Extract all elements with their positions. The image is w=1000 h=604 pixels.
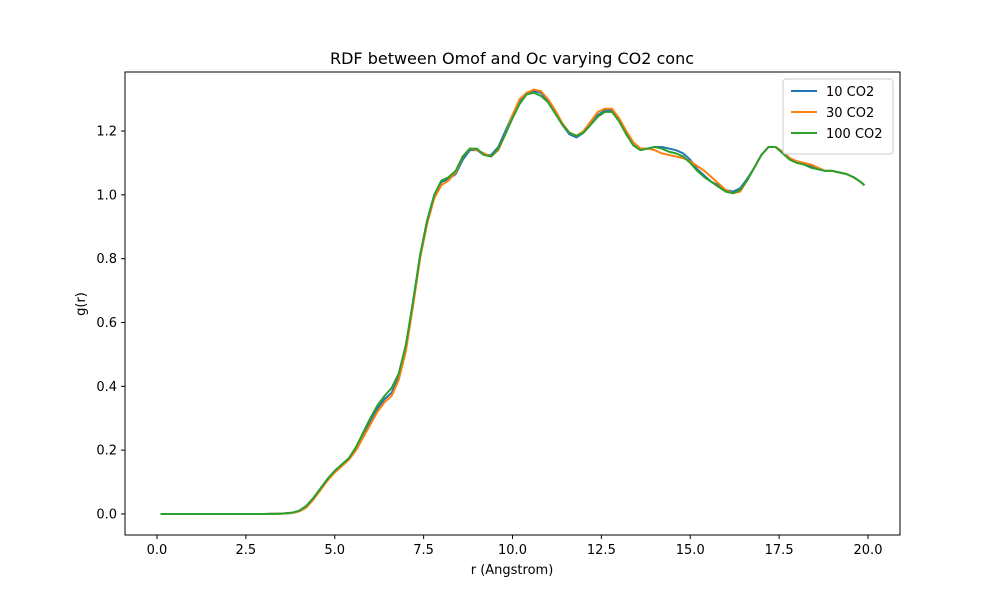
y-tick-label: 0.6 <box>96 316 117 331</box>
series-line-3 <box>160 91 866 515</box>
y-tick-label: 0.4 <box>96 380 117 395</box>
legend-box <box>782 78 894 155</box>
y-tick-label: 1.2 <box>96 125 117 140</box>
x-tick-label: 5.0 <box>324 543 345 558</box>
x-tick-label: 7.5 <box>413 543 434 558</box>
plot-lines <box>160 88 866 515</box>
y-axis-label: g(r) <box>74 292 89 316</box>
x-tick-label: 15.0 <box>676 543 705 558</box>
y-tick-label: 0.0 <box>96 507 117 522</box>
x-tick-label: 10.0 <box>498 543 527 558</box>
y-axis-ticks: 0.0 0.2 0.4 0.6 0.8 1.0 1.2 <box>96 125 125 522</box>
x-tick-label: 12.5 <box>587 543 616 558</box>
x-tick-label: 2.5 <box>236 543 257 558</box>
x-tick-label: 17.5 <box>765 543 794 558</box>
legend-label: 10 CO2 <box>826 85 874 100</box>
chart-title: RDF between Omof and Oc varying CO2 conc <box>330 49 694 68</box>
x-tick-label: 20.0 <box>854 543 883 558</box>
legend-label: 30 CO2 <box>826 106 874 121</box>
legend-label: 100 CO2 <box>826 127 883 142</box>
y-tick-label: 0.8 <box>96 252 117 267</box>
y-tick-label: 1.0 <box>96 188 117 203</box>
legend: 10 CO2 30 CO2 100 CO2 <box>782 78 894 155</box>
x-axis-ticks: 0.0 2.5 5.0 7.5 10.0 12.5 15.0 17.5 20.0 <box>147 535 883 558</box>
x-tick-label: 0.0 <box>147 543 168 558</box>
y-tick-label: 0.2 <box>96 444 117 459</box>
x-axis-label: r (Angstrom) <box>471 563 554 578</box>
